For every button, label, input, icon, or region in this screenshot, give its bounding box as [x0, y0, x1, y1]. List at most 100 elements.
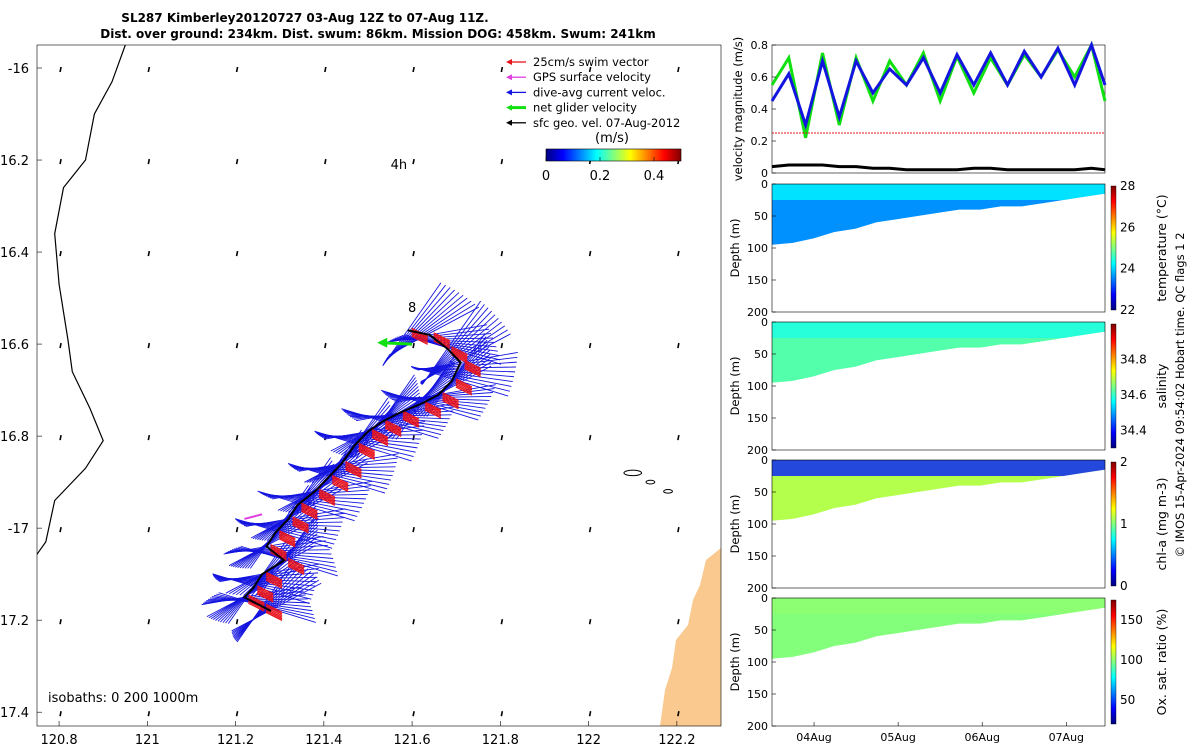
geo-arrow — [324, 619, 327, 625]
swim-vector — [455, 378, 473, 388]
swim-vector — [301, 502, 318, 512]
swim-vector — [287, 565, 305, 575]
geo-arrow — [235, 526, 239, 533]
geo-arrow — [588, 526, 592, 533]
swim-vector — [433, 335, 451, 345]
velocity-y-tick-label: 0.4 — [751, 103, 769, 116]
section-colorbar — [1110, 461, 1117, 587]
current-vector — [425, 303, 476, 335]
geo-arrow — [324, 250, 327, 257]
swim-vector — [318, 495, 336, 505]
map-x-tick-label: 121.8 — [482, 733, 519, 748]
velocity-y-ticks: 0 0.2 0.4 0.6 0.8 — [751, 39, 776, 180]
geo-arrow — [500, 342, 504, 349]
velocity-series — [770, 40, 1107, 172]
geo-arrow — [59, 711, 62, 717]
swim-vector — [301, 505, 318, 515]
swim-vector — [442, 398, 459, 408]
section-panel: 0 50 100 150 200 Depth (m) 0 1 2 chl-a (mg m-3) — [728, 454, 1169, 595]
swim-vector — [384, 422, 402, 433]
geo-arrow — [147, 66, 151, 73]
geo-arrow — [324, 342, 327, 349]
current-vector — [357, 442, 414, 458]
section-y-tick-label: 100 — [747, 380, 768, 393]
geo-arrow — [147, 342, 151, 349]
current-vector — [231, 610, 271, 632]
current-vector — [361, 437, 420, 444]
current-vector — [300, 501, 358, 517]
section-cbar-label: temperature (°C) — [1154, 194, 1169, 301]
legend-label: GPS surface velocity — [533, 70, 651, 84]
swim-vector — [287, 559, 305, 569]
section-cbar-tick-label: 1 — [1120, 517, 1128, 531]
map-x-tick-label: 121.4 — [305, 733, 342, 748]
swim-vector — [265, 571, 283, 581]
current-vector — [289, 489, 341, 518]
section-y-tick-label: 100 — [747, 656, 768, 669]
section-panel: 0 50 100 150 200 Depth (m) 22 24 26 28 temperature… — [728, 178, 1169, 319]
section-cbar-label: salinity — [1154, 363, 1169, 408]
swim-vector — [287, 560, 305, 571]
swim-vector — [358, 450, 376, 460]
current-vector — [453, 376, 510, 392]
current-vector — [460, 351, 518, 363]
current-vector — [268, 513, 319, 545]
velocity-y-label: velocity magnitude (m/s) — [731, 37, 745, 182]
current-vector — [411, 287, 451, 332]
geo-arrow — [59, 434, 62, 441]
section-surface-layer — [772, 598, 1105, 614]
geo-arrow — [500, 66, 504, 73]
current-vector — [341, 408, 384, 422]
section-cbar-label: chl-a (mg m-3) — [1154, 478, 1169, 571]
swim-vector — [345, 462, 362, 472]
current-vector — [244, 586, 302, 598]
current-vector — [422, 300, 472, 334]
swim-vector — [424, 404, 442, 414]
title-line-2: Dist. over ground: 234km. Dist. swum: 86… — [100, 27, 656, 41]
map-y-tick-label: 16.4 — [0, 246, 29, 261]
current-vector — [453, 317, 499, 356]
swim-vector — [424, 406, 442, 416]
swim-vector — [402, 415, 420, 425]
geo-arrow — [588, 619, 592, 625]
geo-arrow — [235, 619, 239, 625]
swim-vector — [384, 424, 402, 434]
time-marks: 4h 8 — [391, 158, 417, 316]
swim-vector — [424, 402, 442, 413]
swim-vector — [464, 359, 481, 370]
swim-vector — [402, 416, 420, 427]
current-vector — [440, 361, 492, 393]
map-y-tick-label: -17 — [8, 522, 29, 537]
current-vector — [212, 573, 255, 588]
geo-arrow — [59, 342, 62, 349]
section-y-tick-label: 150 — [747, 412, 768, 425]
geo-arrow — [235, 66, 239, 73]
current-vector — [249, 598, 308, 601]
swim-vector — [402, 410, 420, 420]
current-vector — [413, 289, 455, 332]
current-vector — [455, 321, 502, 358]
geo-arrow — [500, 434, 504, 441]
geo-arrow — [500, 158, 504, 165]
geo-arrow — [412, 434, 415, 441]
swim-vector — [331, 478, 349, 488]
swim-vector — [287, 557, 305, 567]
geo-arrow — [588, 342, 592, 349]
swim-vector — [292, 521, 309, 531]
swim-vector — [384, 419, 402, 429]
swim-vector — [371, 432, 389, 442]
geo-arrow — [677, 250, 680, 257]
section-surface-layer — [772, 184, 1105, 200]
current-vector — [449, 307, 489, 352]
swim-vector — [358, 447, 376, 457]
current-vector — [454, 374, 512, 387]
colorbar-tick-label: 0 — [542, 169, 550, 184]
swim-vector — [402, 412, 420, 422]
current-vector — [279, 528, 337, 541]
section-cbar-tick-label: 34.8 — [1120, 352, 1147, 366]
geo-arrow — [147, 526, 151, 533]
current-vector — [420, 297, 468, 334]
geo-arrow — [677, 711, 680, 717]
velocity-line — [770, 40, 1107, 131]
